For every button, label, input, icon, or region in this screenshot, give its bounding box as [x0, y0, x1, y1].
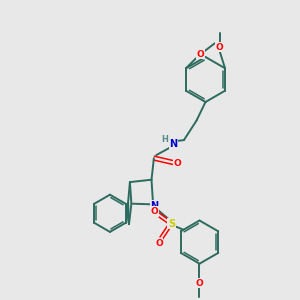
Text: O: O: [216, 43, 224, 52]
Text: S: S: [168, 218, 175, 229]
Text: O: O: [196, 279, 203, 288]
Text: N: N: [169, 139, 178, 149]
Text: O: O: [150, 207, 158, 216]
Text: N: N: [150, 200, 158, 211]
Text: O: O: [174, 159, 182, 168]
Text: O: O: [196, 50, 204, 59]
Text: H: H: [161, 135, 168, 144]
Text: O: O: [155, 239, 163, 248]
